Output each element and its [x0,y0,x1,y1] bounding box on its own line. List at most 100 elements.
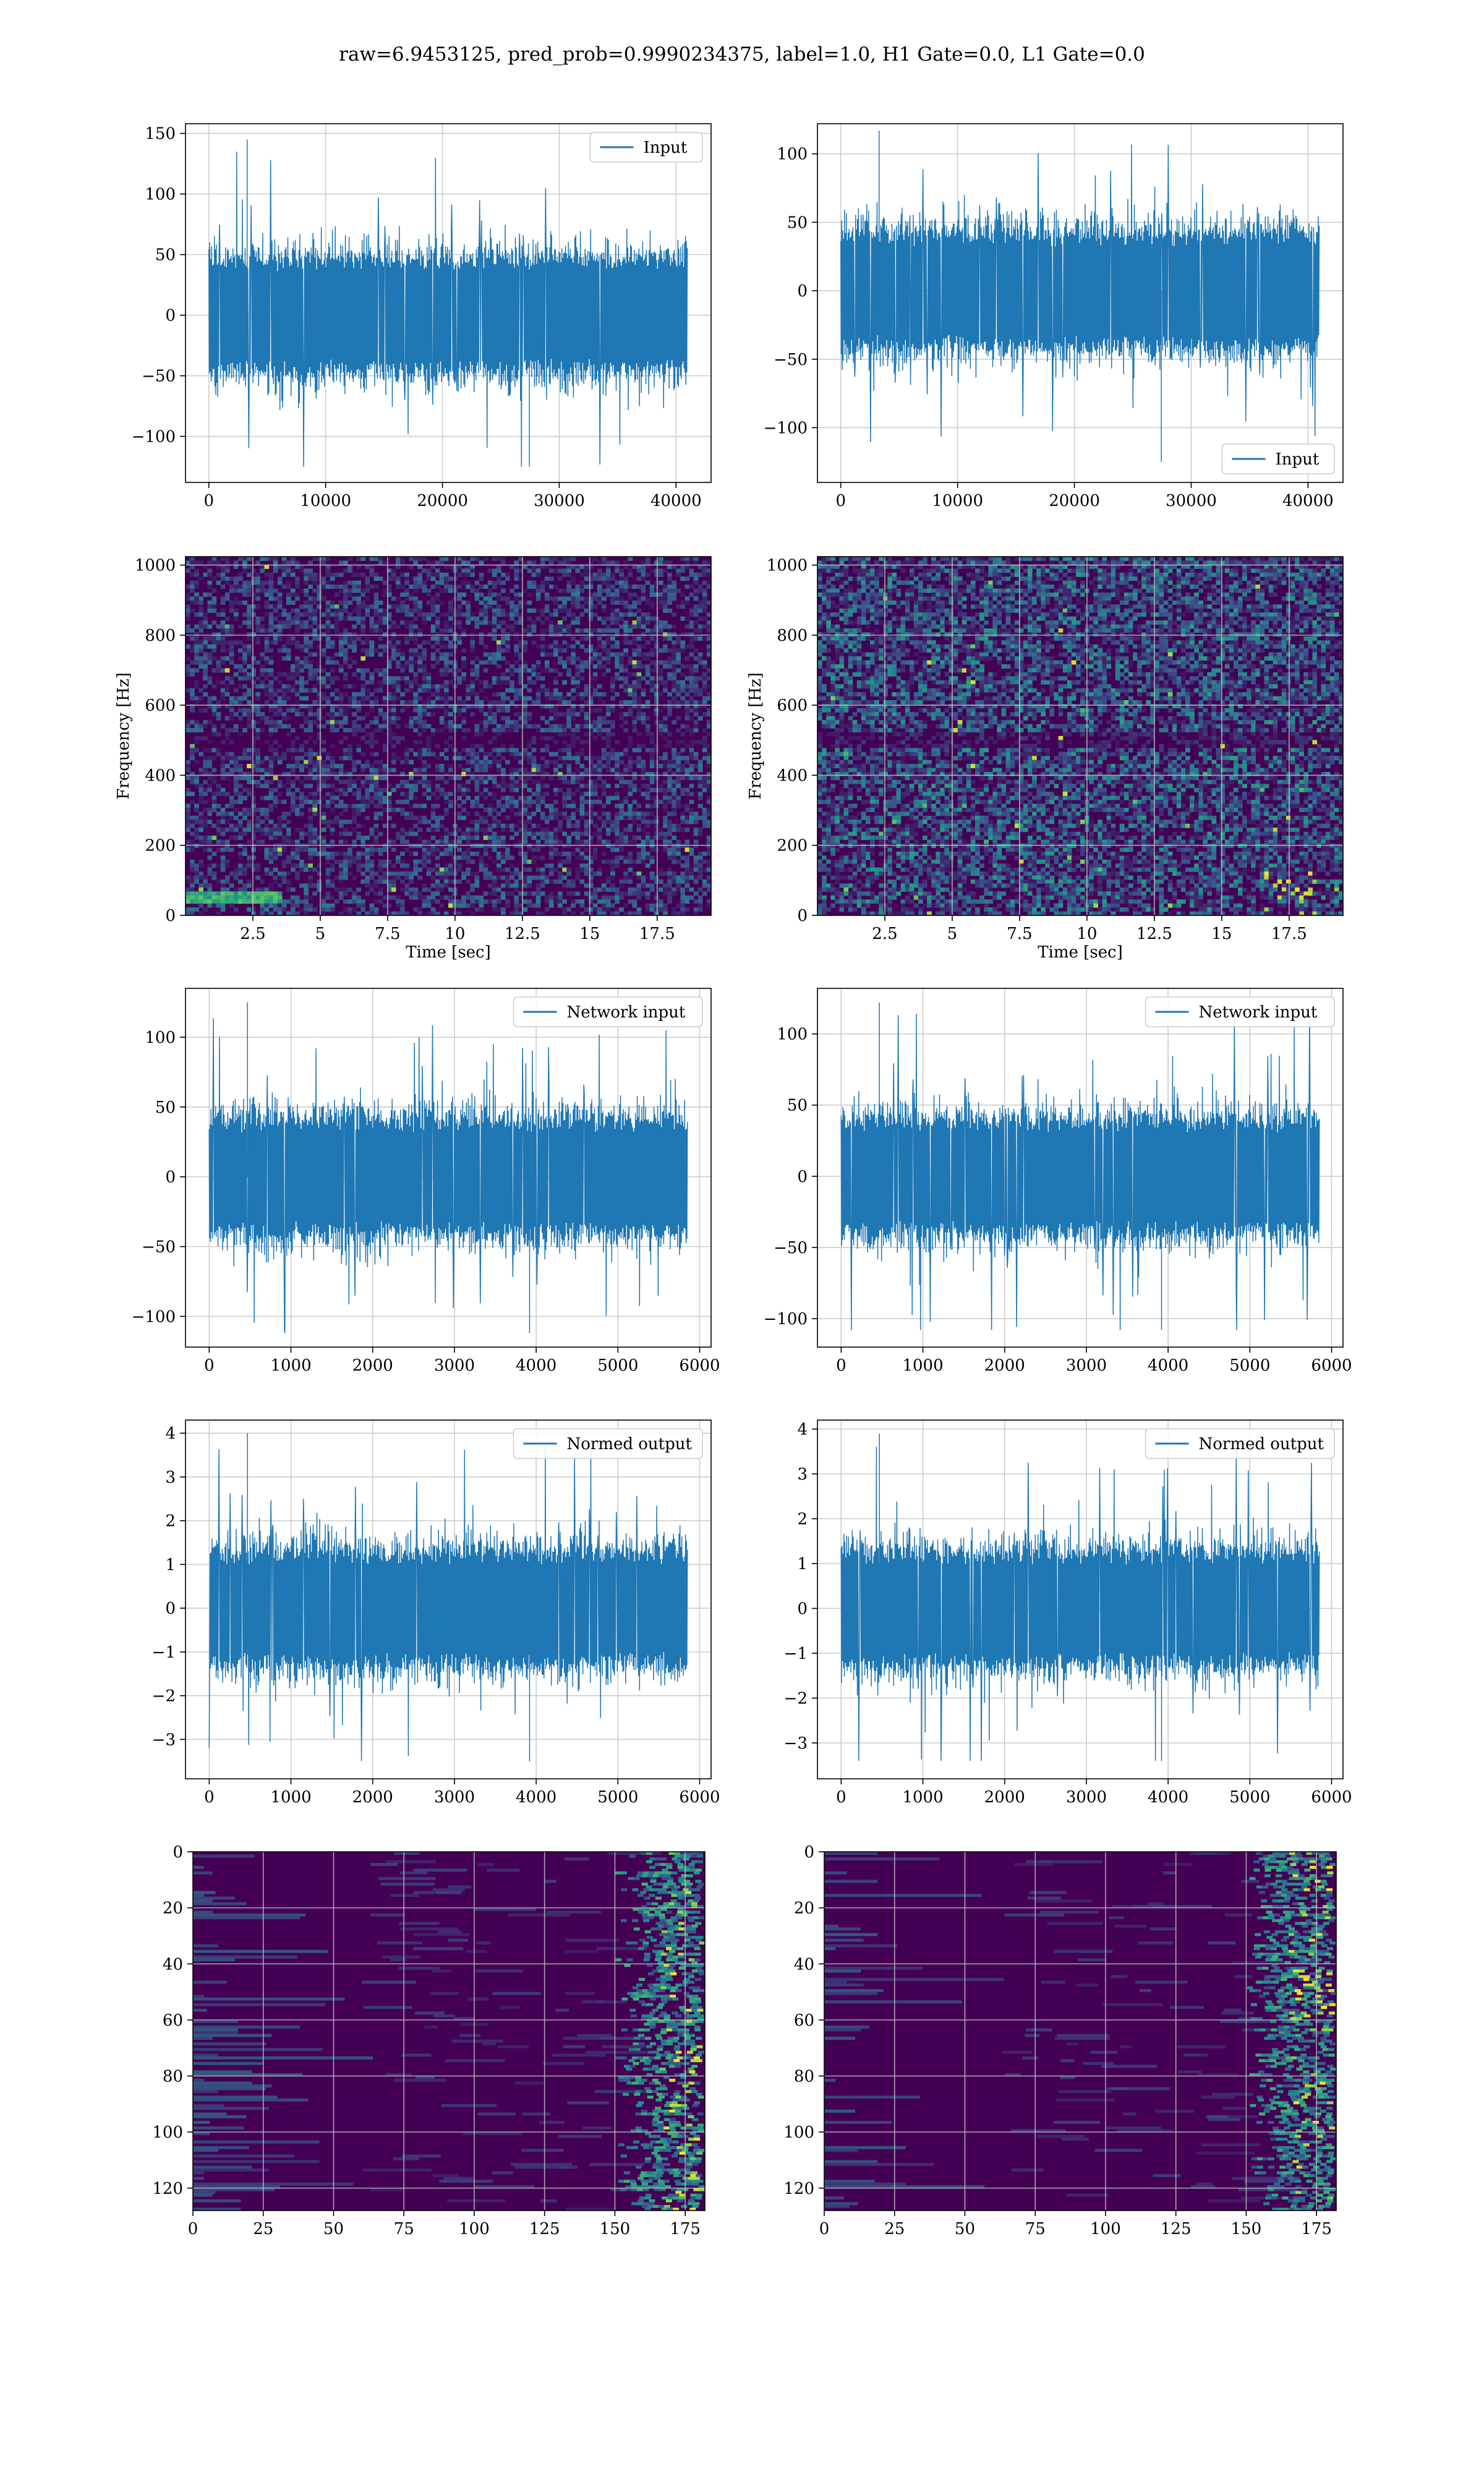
feature-map-right: 0 25 50 75 100 125 150 175 0 20 40 60 80 100 120 [783,1843,1337,2238]
normed-output-left: 0 1000 2000 3000 4000 5000 6000 −3 −2 −1 0 1 2 3 4 Norm… [152,1419,720,1807]
spectrogram-right-cells [817,557,1344,916]
normed-output-right-xtick-label: 4000 [1148,1788,1188,1807]
feature-map-right-ytick-label: 80 [794,2068,814,2086]
spectrogram-left-xlabel: Time [sec] [406,943,491,962]
raw-input-right-legend-box [1221,443,1335,474]
normed-output-right-legend-label: Normed output [1199,1435,1324,1453]
network-input-right-ytick-label: −50 [774,1239,808,1257]
normed-output-right-xtick-label: 3000 [1066,1788,1107,1807]
network-input-left-xtick-label: 6000 [679,1356,720,1375]
network-input-right-frame [817,988,1344,1348]
feature-map-right-ytick-label: 40 [794,1955,814,1974]
feature-map-left-ytick-label: 0 [173,1843,183,1862]
normed-output-right-ytick-label: −2 [784,1690,808,1708]
normed-output-right-xtick-label: 0 [836,1788,846,1807]
spectrogram-left: 2.5 5 7.5 10 12.5 15 17.5 0 200 400 600 800 1000 Time… [114,556,712,962]
raw-input-right-series-trace [840,131,1320,462]
network-input-left-series-trace [208,1002,688,1333]
network-input-right-ytick-label: 0 [797,1168,808,1186]
normed-output-left-legend-label: Normed output [567,1435,693,1453]
normed-output-right: 0 1000 2000 3000 4000 5000 6000 −3 −2 −1 0 1 2 3 4 Norm… [784,1419,1352,1807]
normed-output-right-ytick-label: 1 [797,1555,808,1573]
network-input-left-ytick-label: −100 [132,1308,176,1326]
raw-input-right-xtick-label: 30000 [1166,492,1217,510]
network-input-right-xtick-label: 6000 [1311,1356,1352,1375]
normed-output-right-xtick-label: 2000 [984,1788,1025,1807]
feature-map-right-ytick-label: 20 [794,1899,814,1918]
feature-map-left-ytick-label: 20 [163,1899,183,1918]
feature-map-right-ytick-label: 0 [804,1843,814,1862]
feature-map-left-ytick-label: 60 [163,2011,183,2030]
raw-input-right-legend: Input [1221,443,1335,474]
spectrogram-right-xtick-label: 12.5 [1136,925,1172,943]
network-input-right-legend: Network input [1145,996,1335,1027]
normed-output-right-legend: Normed output [1145,1428,1335,1459]
raw-input-left-legend-box [589,132,703,163]
spectrogram-left-xtick-label: 2.5 [240,925,265,943]
network-input-right-ytick-label: 50 [787,1097,808,1115]
feature-map-left-xtick-label: 150 [600,2220,631,2238]
normed-output-left-ytick-label: 3 [165,1468,176,1487]
network-input-right-xtick-label: 0 [836,1356,846,1375]
feature-map-right-ytick-label: 100 [783,2123,814,2142]
network-input-left-xtick-label: 2000 [352,1356,393,1375]
raw-input-right: 0 10000 20000 30000 40000 −100 −50 0 50 100 Input [764,123,1344,510]
spectrogram-right-ylabel: Frequency [Hz] [746,672,765,800]
network-input-left-xtick-label: 5000 [597,1356,638,1375]
feature-map-right-xtick-label: 125 [1161,2220,1192,2238]
spectrogram-right-ytick-label: 200 [777,837,808,855]
normed-output-left-ytick-label: −1 [152,1643,176,1662]
normed-output-left-xtick-label: 0 [204,1788,215,1807]
raw-input-left-xtick-label: 20000 [417,492,468,510]
spectrogram-left-xtick-label: 15 [579,925,600,943]
spectrogram-left-ytick-label: 800 [145,627,176,645]
network-input-right: 0 1000 2000 3000 4000 5000 6000 −100 −50 0 50 100 Ne… [764,988,1352,1375]
network-input-left-xtick-label: 4000 [516,1356,556,1375]
network-input-left-ytick-label: 0 [165,1168,176,1187]
spectrogram-left-xtick-label: 17.5 [639,925,675,943]
raw-input-right-xtick-label: 40000 [1282,492,1334,510]
normed-output-right-ytick-label: −1 [784,1645,808,1663]
spectrogram-left-frame [185,556,712,916]
spectrogram-left-ylabel: Frequency [Hz] [114,672,133,800]
normed-output-left-ytick-label: 4 [165,1424,176,1443]
spectrogram-right-xtick-label: 2.5 [872,925,897,943]
normed-output-left-frame [185,1419,712,1779]
feature-map-right-xtick-label: 50 [955,2220,975,2238]
network-input-right-ytick-label: 100 [777,1025,808,1044]
network-input-right-xtick-label: 4000 [1148,1356,1188,1375]
spectrogram-left-ytick-label: 400 [145,766,176,785]
normed-output-left-ytick-label: 0 [165,1599,176,1618]
feature-map-right-frame [824,1851,1337,2211]
spectrogram-left-xtick-label: 5 [315,925,326,943]
feature-map-left-xtick-label: 175 [670,2220,701,2238]
raw-input-right-legend-label: Input [1276,450,1320,469]
raw-input-right-xtick-label: 10000 [932,492,983,510]
normed-output-left-series-trace [208,1433,688,1761]
normed-output-left-legend-box [513,1428,703,1459]
normed-output-left-xtick-label: 4000 [516,1788,556,1807]
spectrogram-left-ytick-label: 0 [165,907,176,925]
feature-map-left-frame [192,1851,706,2211]
spectrogram-left-xtick-label: 12.5 [505,925,540,943]
normed-output-right-xtick-label: 5000 [1229,1788,1270,1807]
raw-input-left-ytick-label: 100 [145,186,176,204]
feature-map-right-ytick-label: 120 [783,2180,814,2198]
normed-output-right-legend-box [1145,1428,1335,1459]
spectrogram-right-ytick-label: 400 [777,766,808,785]
feature-map-left-ytick-label: 100 [152,2123,183,2142]
normed-output-right-ytick-label: 3 [797,1465,808,1484]
network-input-right-series-trace [840,1003,1320,1330]
network-input-left-ytick-label: −50 [142,1238,176,1257]
normed-output-left-legend: Normed output [513,1428,703,1459]
feature-map-right-xtick-label: 100 [1090,2220,1121,2238]
spectrogram-right: 2.5 5 7.5 10 12.5 15 17.5 0 200 400 600 800 1000 Time… [746,556,1344,962]
normed-output-right-xtick-label: 6000 [1311,1788,1352,1807]
spectrogram-right-ytick-label: 0 [797,907,808,925]
network-input-left-xtick-label: 0 [204,1356,215,1375]
network-input-right-xtick-label: 3000 [1066,1356,1107,1375]
network-input-right-legend-label: Network input [1199,1003,1318,1022]
feature-map-left-xtick-label: 25 [253,2220,273,2238]
